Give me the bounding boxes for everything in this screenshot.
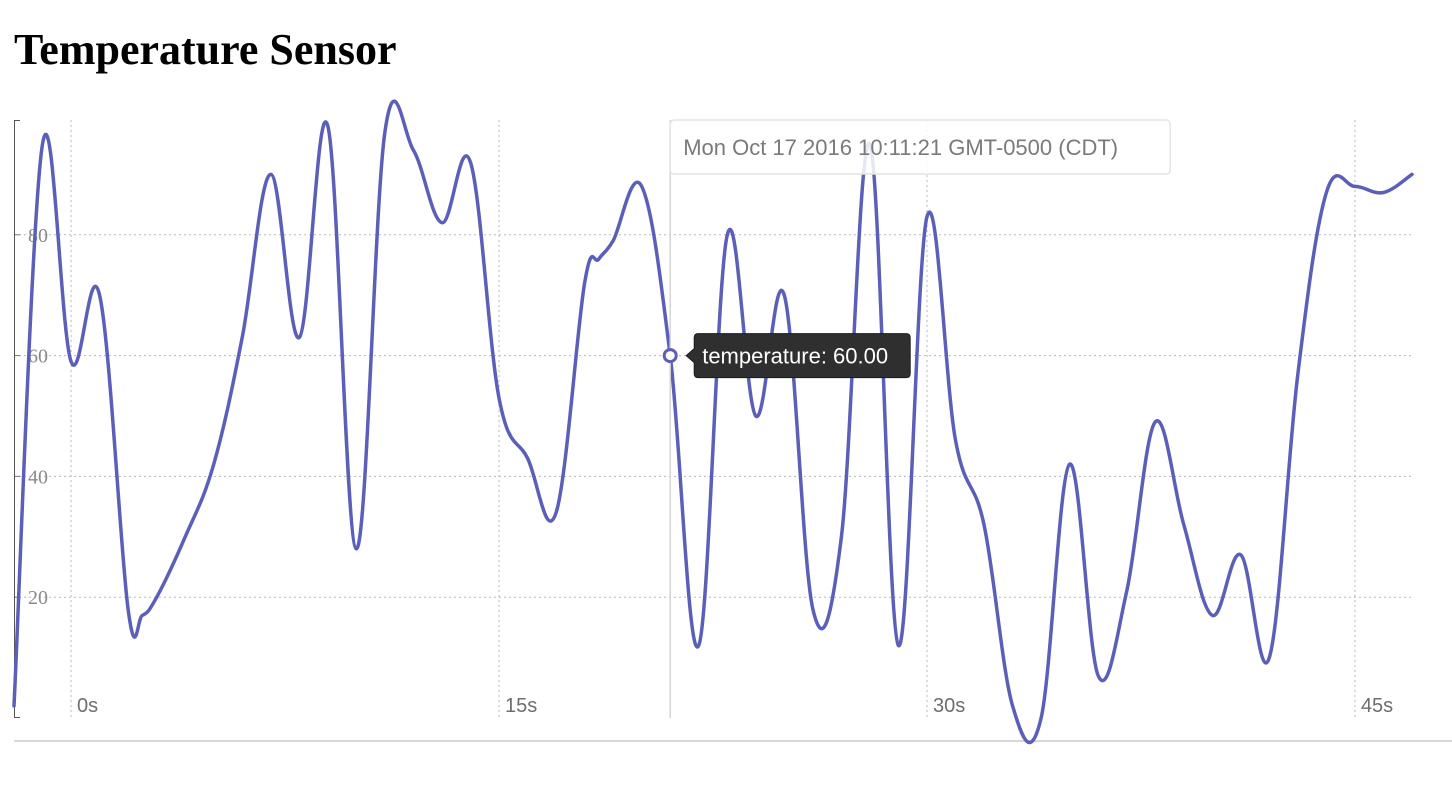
tooltip-value-box bbox=[685, 333, 911, 379]
y-tick-label: 80 bbox=[28, 225, 48, 247]
page-title: Temperature Sensor bbox=[14, 25, 397, 74]
x-tick-label: 45s bbox=[1361, 695, 1393, 717]
x-tick-label: 0s bbox=[77, 695, 98, 717]
y-tick-label: 60 bbox=[28, 346, 48, 368]
tooltip: Mon Oct 17 2016 10:11:21 GMT-0500 (CDT) … bbox=[662, 119, 1171, 718]
tooltip-time-box bbox=[669, 119, 1171, 175]
series-layer bbox=[12, 99, 1414, 745]
tooltip-value: temperature: 60.00 bbox=[702, 344, 888, 369]
series-line-temperature bbox=[12, 99, 1414, 745]
y-tick-label: 40 bbox=[28, 466, 48, 488]
y-tick-label: 20 bbox=[28, 587, 48, 609]
x-tick-label: 30s bbox=[933, 695, 965, 717]
axes: 20 40 60 80 0s 15s 30s 45s bbox=[14, 120, 1452, 742]
grid bbox=[14, 120, 1412, 718]
x-tick-label: 15s bbox=[505, 695, 537, 717]
tooltip-time: Mon Oct 17 2016 10:11:21 GMT-0500 (CDT) bbox=[683, 135, 1118, 160]
hover-point[interactable] bbox=[662, 348, 678, 364]
